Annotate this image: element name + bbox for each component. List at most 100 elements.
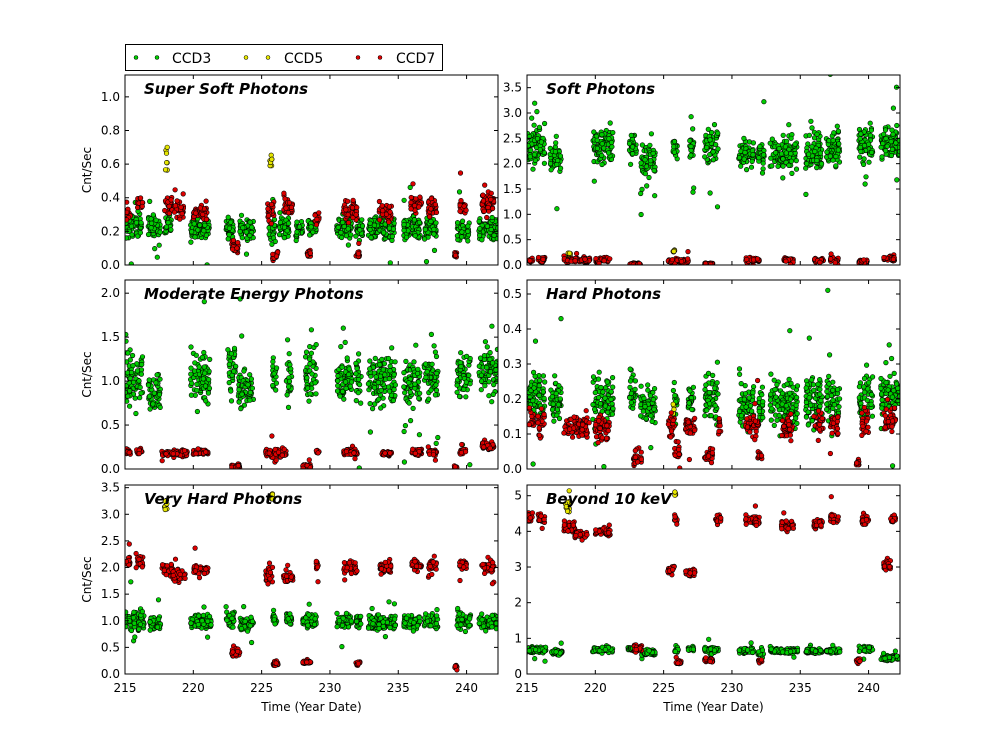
point-ccd3 — [408, 418, 414, 424]
point-ccd3 — [536, 392, 542, 399]
point-ccd3 — [239, 391, 245, 397]
point-ccd7 — [481, 208, 487, 214]
point-ccd3 — [381, 230, 387, 236]
point-ccd3 — [805, 151, 812, 157]
point-ccd3 — [805, 422, 811, 428]
point-ccd3 — [532, 373, 538, 379]
point-ccd3 — [226, 225, 232, 231]
point-ccd3 — [401, 428, 407, 435]
point-ccd3 — [455, 220, 461, 226]
point-ccd3 — [377, 373, 384, 379]
point-ccd7 — [382, 450, 388, 456]
point-ccd7 — [352, 456, 358, 462]
point-ccd3 — [783, 138, 790, 144]
point-ccd3 — [879, 154, 885, 160]
point-ccd7 — [281, 190, 287, 196]
point-ccd3 — [690, 189, 696, 195]
point-ccd3 — [594, 145, 601, 151]
point-ccd3 — [869, 374, 876, 380]
point-ccd3 — [313, 342, 319, 348]
y-tick-label: 0.2 — [101, 224, 120, 238]
point-ccd7 — [354, 204, 360, 211]
point-ccd3 — [271, 371, 277, 377]
panel-title: Moderate Energy Photons — [144, 285, 364, 303]
point-ccd3 — [478, 387, 484, 393]
point-ccd3 — [197, 222, 203, 228]
point-ccd3 — [294, 219, 300, 225]
point-ccd3 — [815, 381, 821, 387]
point-ccd3 — [644, 183, 650, 189]
point-ccd7 — [881, 254, 887, 261]
point-ccd3 — [130, 363, 136, 369]
point-ccd3 — [759, 392, 765, 398]
point-ccd7 — [266, 450, 272, 456]
point-ccd3 — [784, 381, 790, 387]
point-ccd3 — [249, 224, 255, 230]
point-ccd3 — [459, 229, 465, 235]
point-ccd3 — [477, 232, 483, 239]
point-ccd3 — [627, 366, 633, 372]
point-ccd3 — [761, 99, 767, 105]
point-ccd3 — [243, 251, 250, 257]
point-ccd7 — [343, 207, 349, 213]
point-ccd3 — [293, 237, 299, 244]
point-ccd3 — [826, 373, 832, 380]
point-ccd3 — [416, 432, 423, 438]
point-ccd3 — [557, 396, 563, 402]
point-ccd3 — [338, 344, 344, 350]
point-ccd3 — [812, 148, 818, 155]
point-ccd7 — [288, 204, 295, 210]
point-ccd3 — [808, 402, 814, 408]
point-ccd3 — [274, 365, 280, 371]
point-ccd3 — [759, 170, 766, 176]
point-ccd3 — [780, 156, 786, 162]
point-ccd3 — [642, 404, 648, 410]
point-ccd3 — [628, 390, 634, 397]
point-ccd3 — [702, 154, 708, 160]
point-ccd3 — [412, 233, 418, 239]
point-ccd3 — [412, 381, 418, 387]
point-ccd3 — [228, 351, 234, 357]
point-ccd7 — [678, 259, 685, 265]
point-ccd7 — [573, 250, 580, 257]
point-ccd7 — [203, 449, 209, 455]
point-ccd7 — [433, 209, 440, 215]
point-ccd3 — [476, 218, 482, 224]
point-ccd7 — [136, 451, 142, 457]
point-ccd3 — [867, 120, 873, 126]
point-ccd3 — [153, 380, 159, 386]
point-ccd3 — [824, 388, 830, 395]
point-ccd3 — [689, 406, 695, 413]
point-ccd3 — [670, 387, 677, 394]
point-ccd3 — [786, 122, 792, 128]
point-ccd3 — [307, 361, 313, 367]
point-ccd7 — [488, 190, 494, 196]
point-ccd3 — [151, 390, 157, 396]
point-ccd7 — [572, 258, 578, 264]
point-ccd3 — [688, 143, 694, 150]
point-ccd3 — [281, 235, 287, 241]
point-ccd3 — [808, 118, 814, 124]
point-ccd3 — [133, 410, 139, 417]
point-ccd7 — [861, 257, 867, 263]
point-ccd3 — [609, 144, 615, 150]
point-ccd3 — [353, 233, 359, 239]
series-ccd3 — [125, 280, 498, 469]
point-ccd3 — [379, 356, 385, 363]
point-ccd3 — [226, 232, 232, 238]
point-ccd3 — [348, 232, 354, 238]
point-ccd3 — [742, 383, 748, 389]
point-ccd7 — [708, 261, 714, 265]
point-ccd3 — [428, 387, 434, 393]
point-ccd3 — [629, 144, 636, 150]
point-ccd3 — [793, 402, 799, 408]
point-ccd3 — [558, 316, 564, 322]
point-ccd3 — [750, 390, 756, 396]
point-ccd3 — [712, 385, 718, 391]
point-ccd3 — [537, 377, 543, 384]
point-ccd7 — [313, 222, 320, 228]
point-ccd7 — [269, 433, 275, 439]
point-ccd3 — [599, 141, 605, 147]
point-ccd3 — [478, 372, 485, 378]
